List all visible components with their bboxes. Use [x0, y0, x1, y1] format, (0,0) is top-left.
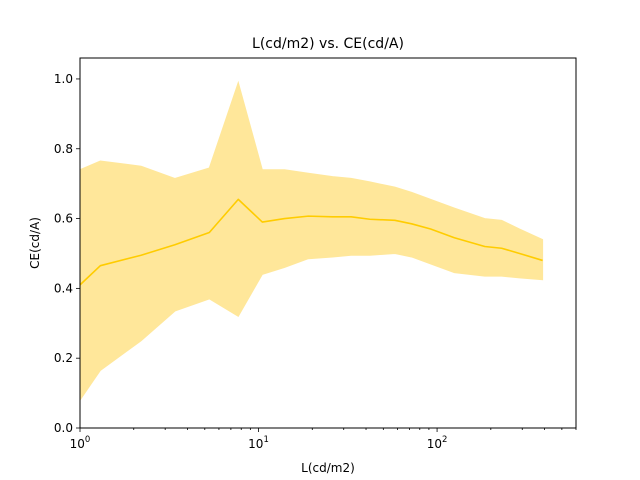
x-tick-label: 101: [248, 435, 269, 451]
x-tick-label: 100: [70, 435, 91, 451]
x-axis-label: L(cd/m2): [301, 461, 355, 475]
confidence-band: [79, 80, 544, 402]
x-axis: 100 101 102: [70, 428, 577, 451]
x-tick-label: 102: [427, 435, 448, 451]
y-axis: 0.0 0.2 0.4 0.6 0.8 1.0: [54, 72, 80, 435]
y-tick-label: 0.8: [54, 142, 73, 156]
y-axis-label: CE(cd/A): [28, 217, 42, 269]
chart-title: L(cd/m2) vs. CE(cd/A): [252, 36, 404, 52]
y-tick-label: 0.2: [54, 351, 73, 365]
y-tick-label: 0.6: [54, 212, 73, 226]
plot-area: [79, 80, 544, 402]
y-tick-label: 0.0: [54, 421, 73, 435]
series-line: [79, 198, 543, 286]
y-tick-label: 0.4: [54, 281, 73, 295]
y-tick-label: 1.0: [54, 72, 73, 86]
plot-frame: [79, 57, 577, 429]
